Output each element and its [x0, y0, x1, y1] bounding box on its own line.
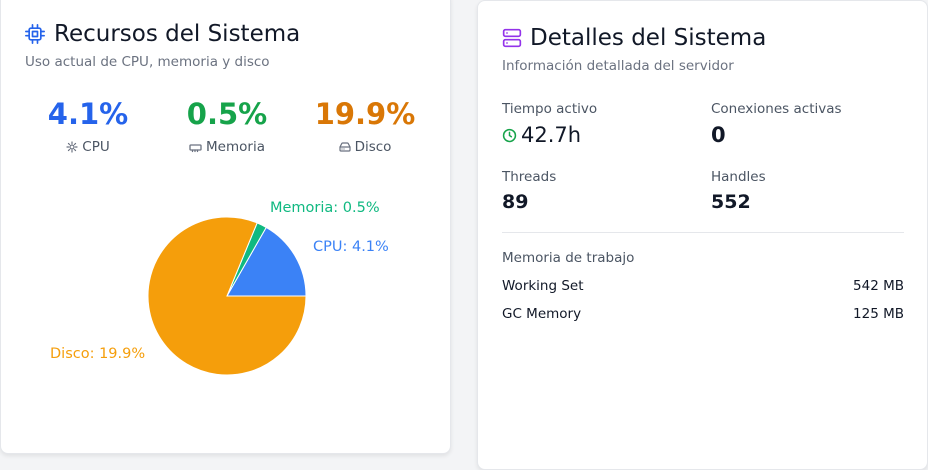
connections-value: 0: [711, 123, 726, 147]
details-card: Detalles del Sistema Información detalla…: [477, 0, 928, 470]
memory-icon: [189, 142, 202, 153]
resources-card: Recursos del Sistema Uso actual de CPU, …: [0, 0, 451, 454]
resources-title: Recursos del Sistema: [25, 21, 300, 47]
memory-row-working-set: Working Set 542 MB: [502, 278, 904, 294]
stat-cpu: 4.1% CPU: [33, 97, 143, 156]
pie-slice-disco: [147, 216, 307, 376]
resources-subtitle: Uso actual de CPU, memoria y disco: [25, 54, 270, 70]
threads-value: 89: [502, 191, 529, 213]
memory-row-value: 542 MB: [853, 278, 904, 294]
pie-label-cpu: CPU: 4.1%: [313, 239, 389, 255]
handles-label: Handles: [711, 169, 766, 185]
stat-memory-label: Memoria: [206, 139, 265, 155]
connections-label: Conexiones activas: [711, 101, 842, 117]
pie-label-disco: Disco: 19.9%: [50, 346, 146, 362]
details-title-text: Detalles del Sistema: [530, 25, 767, 51]
uptime-value-row: 42.7h: [502, 123, 597, 147]
stat-memory-label-row: Memoria: [172, 139, 282, 155]
uptime-label: Tiempo activo: [502, 101, 598, 117]
stat-disk-label-row: Disco: [310, 139, 420, 155]
pie-slice-cpu: [226, 226, 307, 297]
stat-disk: 19.9% Disco: [310, 97, 420, 156]
uptime-value: 42.7h: [521, 123, 582, 147]
divider: [502, 232, 904, 233]
metric-handles: Handles 552: [711, 169, 766, 213]
details-subtitle: Información detallada del servidor: [502, 58, 734, 74]
handles-value: 552: [711, 191, 751, 213]
stat-cpu-value: 4.1%: [47, 97, 129, 131]
resources-pie-chart: [147, 216, 307, 376]
memory-row-label: Working Set: [502, 278, 584, 294]
stat-disk-value: 19.9%: [314, 97, 416, 131]
stat-cpu-label-row: CPU: [33, 139, 143, 155]
chip-icon: [25, 24, 45, 44]
pie-label-memoria: Memoria: 0.5%: [270, 200, 380, 216]
metric-connections: Conexiones activas 0: [711, 101, 842, 147]
server-icon: [502, 28, 522, 48]
memory-row-label: GC Memory: [502, 306, 582, 322]
details-title: Detalles del Sistema: [502, 25, 766, 51]
clock-icon: [502, 128, 517, 143]
metric-uptime: Tiempo activo 42.7h: [502, 101, 597, 147]
resources-title-text: Recursos del Sistema: [54, 21, 301, 47]
disk-icon: [338, 141, 351, 153]
stat-memory: 0.5% Memoria: [172, 97, 282, 156]
memory-row-gc: GC Memory 125 MB: [502, 306, 904, 322]
memory-heading: Memoria de trabajo: [502, 250, 635, 266]
stat-memory-value: 0.5%: [186, 97, 268, 131]
stat-cpu-label: CPU: [82, 139, 110, 155]
threads-label: Threads: [502, 169, 557, 185]
memory-row-value: 125 MB: [853, 306, 904, 322]
cpu-icon: [66, 141, 78, 153]
stat-disk-label: Disco: [354, 139, 392, 155]
metric-threads: Threads 89: [502, 169, 556, 213]
